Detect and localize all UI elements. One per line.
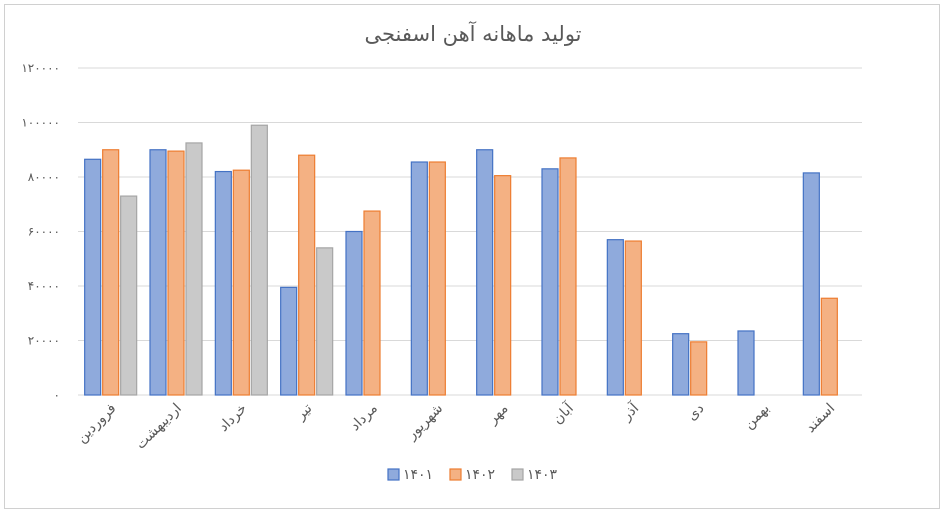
legend-swatch (511, 468, 524, 481)
bar (149, 149, 167, 396)
bar (559, 157, 577, 396)
bar (820, 297, 838, 396)
bar (672, 333, 690, 396)
y-tick-label: ۴۰۰۰۰ (28, 279, 60, 293)
bar (232, 169, 250, 396)
bar (167, 150, 185, 396)
bar (345, 230, 363, 396)
legend-label: ۱۴۰۲ (465, 467, 495, 483)
legend-label: ۱۴۰۱ (403, 467, 433, 483)
bar (494, 175, 512, 396)
bar (606, 239, 624, 396)
y-tick-label: ۰ (54, 388, 60, 402)
x-tick-label: فروردین (74, 401, 120, 447)
x-tick-label: بهمن (741, 401, 773, 433)
bar (214, 170, 232, 396)
y-tick-label: ۱۰۰۰۰۰ (21, 116, 60, 130)
x-tick-label: خرداد (216, 401, 250, 435)
bar (250, 124, 268, 396)
bar (476, 149, 494, 396)
bar (280, 286, 298, 396)
y-tick-label: ۱۲۰۰۰۰ (21, 61, 60, 75)
chart-title: تولید ماهانه آهن اسفنجی (364, 22, 582, 46)
x-tick-label: مهر (484, 401, 511, 428)
bar (541, 168, 559, 396)
bar (298, 154, 316, 396)
bar (737, 330, 755, 396)
y-tick-label: ۶۰۰۰۰ (28, 225, 60, 239)
bar (428, 161, 446, 396)
bar (690, 341, 708, 396)
x-tick-label: تیر (292, 400, 315, 423)
x-tick-label: آذر (617, 399, 642, 424)
legend-swatch (387, 468, 400, 481)
bar (410, 161, 428, 396)
y-tick-label: ۸۰۰۰۰ (28, 170, 60, 184)
bar (185, 142, 203, 396)
x-tick-label: آبان (549, 399, 578, 428)
legend-label: ۱۴۰۳ (527, 467, 558, 483)
x-tick-label: اسفند (803, 401, 839, 437)
bar (316, 247, 334, 396)
bar (624, 240, 642, 396)
x-tick-label: دی (684, 401, 707, 424)
legend-swatch (449, 468, 462, 481)
bar (84, 158, 102, 396)
bar (802, 172, 820, 396)
x-tick-label: اردیبهشت (133, 401, 185, 453)
x-tick-label: شهریور (403, 401, 446, 444)
x-tick-label: مرداد (347, 401, 381, 435)
y-tick-label: ۲۰۰۰۰ (28, 334, 60, 348)
bar (102, 149, 120, 396)
bar (120, 195, 138, 396)
bar (363, 210, 381, 396)
